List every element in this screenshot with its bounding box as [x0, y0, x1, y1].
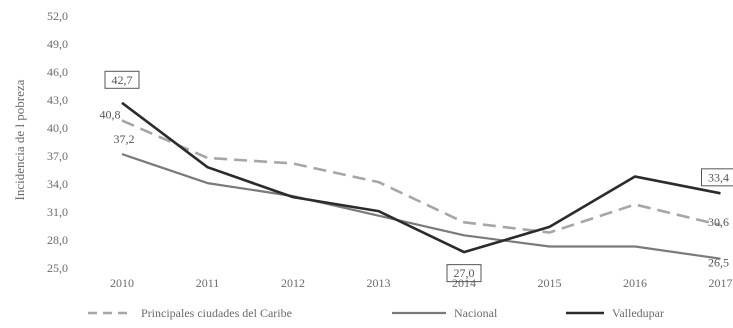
y-tick-label: 37,0: [47, 149, 68, 163]
series-line-1: [121, 119, 721, 234]
legend-label: Principales ciudades del Caribe: [141, 306, 292, 320]
y-axis-label: Incidencia de l pobreza: [12, 79, 27, 200]
series-lines: [121, 101, 721, 260]
x-axis-ticks: 2010 2011 2012 2013 2014 2015 2016 2017: [110, 276, 733, 290]
data-label: 26,5: [708, 256, 729, 270]
y-axis-ticks: 52,0 49,0 46,0 43,0 40,0 37,0 34,0 31,0 28,0 25,0: [47, 9, 68, 275]
y-tick-label: 34,0: [47, 177, 68, 191]
series-line-2: [121, 153, 721, 260]
y-tick-label: 49,0: [47, 37, 68, 51]
legend-label: Nacional: [454, 306, 498, 320]
y-tick-label: 40,0: [47, 121, 68, 135]
y-tick-label: 43,0: [47, 93, 68, 107]
data-labels: 42,7 40,8 37,2 27,0 33,4 30,6 26,5: [100, 70, 733, 283]
x-tick-label: 2013: [367, 276, 391, 290]
data-label-box: [446, 264, 482, 283]
x-tick-label: 2012: [281, 276, 305, 290]
y-tick-label: 52,0: [47, 9, 68, 23]
x-tick-label: 2017: [709, 276, 733, 290]
legend: Principales ciudades del Caribe Nacional V…: [88, 306, 664, 320]
y-tick-label: 31,0: [47, 205, 68, 219]
x-tick-label: 2015: [538, 276, 562, 290]
data-label: 42,7: [112, 73, 133, 87]
data-label: 27,0: [454, 266, 475, 280]
series-line-3: [121, 101, 721, 254]
x-tick-label: 2016: [623, 276, 647, 290]
y-tick-label: 28,0: [47, 233, 68, 247]
x-tick-label: 2014: [452, 276, 476, 290]
legend-label: Valledupar: [612, 306, 664, 320]
x-tick-label: 2011: [196, 276, 220, 290]
data-label-box: [104, 70, 140, 89]
y-tick-label: 25,0: [47, 261, 68, 275]
data-label: 33,4: [708, 170, 729, 184]
data-label: 30,6: [708, 215, 729, 229]
y-tick-label: 46,0: [47, 65, 68, 79]
x-tick-label: 2010: [110, 276, 134, 290]
data-label-box: [701, 168, 733, 187]
data-label: 37,2: [114, 132, 135, 146]
data-label: 40,8: [100, 108, 121, 122]
